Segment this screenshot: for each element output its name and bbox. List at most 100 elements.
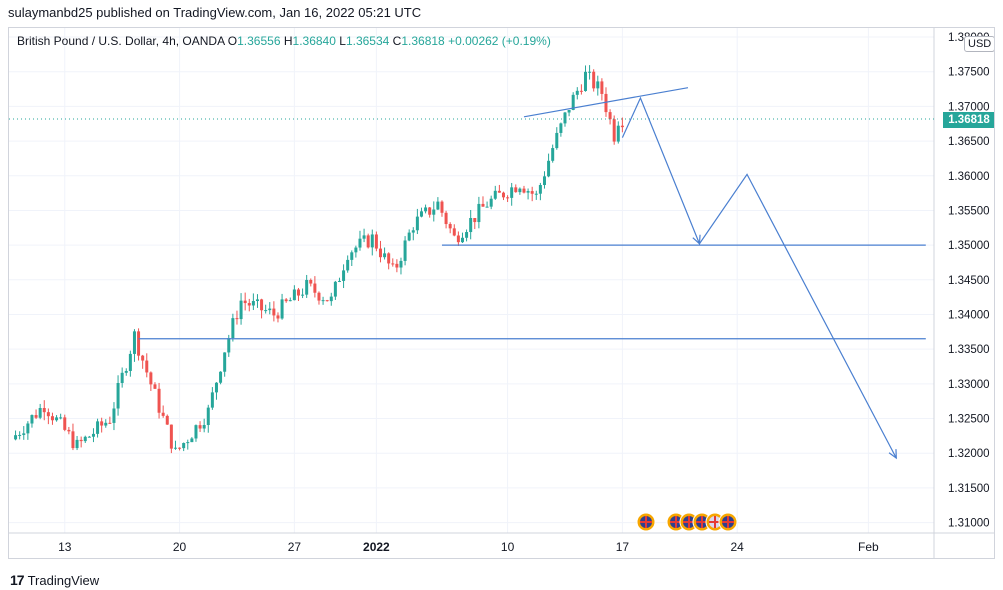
candle-body	[366, 235, 370, 248]
candle-body	[567, 109, 571, 113]
candle-body	[592, 71, 596, 89]
candle-body	[161, 412, 165, 416]
candle-body	[551, 148, 555, 161]
candle-body	[547, 160, 551, 177]
candle-body	[137, 331, 141, 356]
candle-body	[219, 371, 223, 383]
candle-body	[387, 253, 391, 264]
candle-body	[264, 310, 268, 312]
price-tick-label: 1.31500	[948, 483, 990, 495]
arrowhead	[888, 449, 897, 460]
candle-body	[506, 197, 510, 199]
candle-body	[588, 71, 592, 73]
candle-body	[288, 300, 292, 302]
candle-body	[378, 248, 382, 258]
candle-body	[59, 417, 63, 419]
candle-body	[329, 296, 333, 302]
candle-body	[399, 260, 403, 268]
low-label: L	[339, 34, 346, 48]
candle-body	[280, 299, 284, 319]
candle-body	[22, 433, 26, 435]
candle-body	[18, 434, 22, 436]
candle-body	[460, 237, 464, 243]
candle-body	[559, 123, 563, 133]
candle-body	[411, 230, 415, 233]
candle-body	[132, 331, 136, 354]
candle-body	[325, 300, 329, 302]
low-value: 1.36534	[345, 34, 390, 48]
candle-body	[34, 415, 38, 418]
time-tick-label: 24	[731, 540, 745, 554]
open-value: 1.36556	[237, 34, 281, 48]
price-tick-label: 1.31000	[948, 518, 990, 530]
price-tick-label: 1.35000	[948, 240, 990, 252]
candle-body	[497, 190, 501, 193]
trend-line	[523, 87, 689, 118]
candle-body	[436, 201, 440, 210]
candle-body	[469, 218, 473, 233]
candle-body	[182, 443, 186, 449]
candle-body	[75, 439, 79, 449]
chart-frame[interactable]: 1.31000 1.31500 1.32000 1.32500 1.33000 1.335…	[8, 27, 995, 559]
candle-body	[489, 198, 493, 207]
candle-body	[116, 382, 120, 409]
candle-body	[473, 218, 477, 223]
tradingview-logo-icon: 17	[10, 572, 25, 588]
candle-body	[124, 370, 128, 373]
candle-body	[444, 212, 448, 225]
candle-body	[223, 352, 227, 372]
candle-body	[71, 431, 75, 449]
candle-body	[465, 232, 469, 238]
price-tick-label: 1.33500	[948, 344, 990, 356]
candle-body	[67, 429, 71, 432]
footer: 17 TradingView	[10, 570, 99, 590]
candle-body	[358, 238, 362, 248]
candle-body	[194, 425, 198, 439]
price-chart[interactable]: 1.31000 1.31500 1.32000 1.32500 1.33000 1.335…	[9, 28, 995, 559]
candle-body	[198, 425, 202, 429]
candle-body	[313, 283, 317, 293]
candle-body	[79, 439, 83, 442]
candle-body	[46, 412, 50, 417]
candle-body	[518, 188, 522, 193]
candle-body	[383, 253, 387, 258]
candle-body	[485, 206, 489, 208]
candle-body	[243, 300, 247, 304]
change-value: +0.00262 (+0.19%)	[448, 34, 551, 48]
candle-body	[104, 422, 108, 426]
symbol-legend: British Pound / U.S. Dollar, 4h, OANDA O…	[17, 34, 551, 48]
arrowhead	[692, 234, 701, 246]
candle-body	[477, 203, 481, 223]
time-tick-label: 27	[288, 540, 302, 554]
candle-body	[555, 132, 559, 149]
price-tick-label: 1.33000	[948, 379, 990, 391]
candle-body	[301, 294, 305, 296]
candle-body	[186, 442, 190, 444]
candle-body	[456, 235, 460, 243]
candle-body	[173, 447, 177, 449]
high-label: H	[283, 34, 293, 48]
candle-body	[83, 436, 87, 442]
candle-body	[419, 211, 423, 217]
candle-body	[481, 203, 485, 207]
candle-body	[227, 338, 231, 353]
candle-body	[403, 240, 407, 261]
candle-body	[251, 301, 255, 306]
candle-body	[91, 433, 95, 437]
candle-body	[616, 125, 620, 142]
time-tick-label: 17	[616, 540, 630, 554]
candle-body	[128, 353, 132, 371]
candle-body	[608, 112, 612, 120]
candle-body	[620, 125, 624, 128]
candle-body	[370, 234, 374, 248]
price-tick-label: 1.37000	[948, 101, 990, 113]
currency-badge[interactable]: USD	[964, 36, 994, 52]
candle-body	[510, 187, 514, 198]
candle-body	[178, 447, 182, 449]
price-tick-label: 1.32000	[948, 448, 990, 460]
candle-body	[563, 112, 567, 124]
candle-body	[55, 417, 59, 421]
footer-brand: TradingView	[27, 572, 100, 588]
candle-body	[26, 423, 30, 434]
candle-body	[87, 436, 91, 438]
